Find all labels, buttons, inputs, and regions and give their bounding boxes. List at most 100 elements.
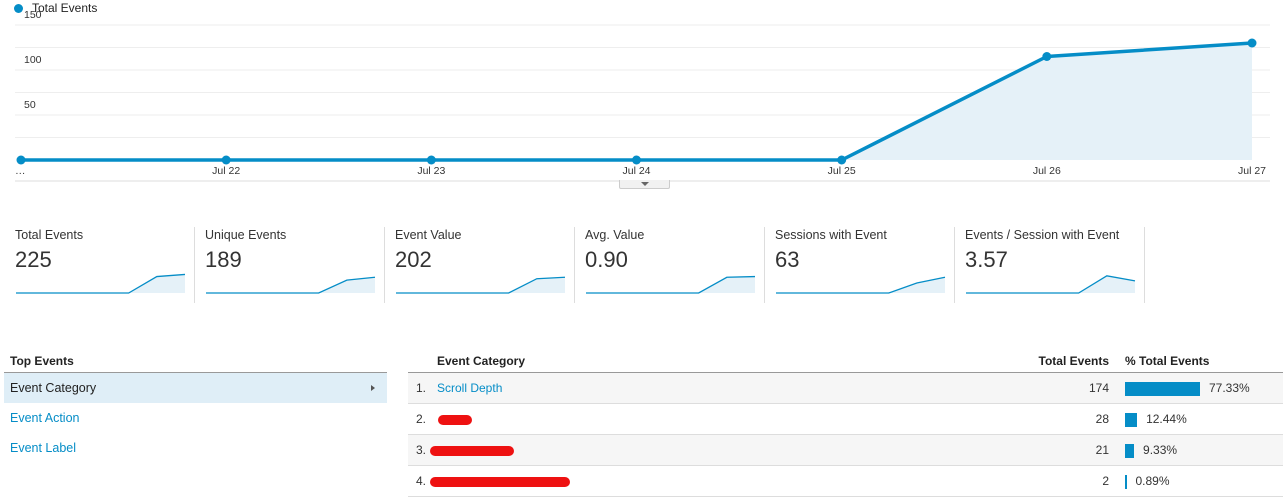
metric-card[interactable]: Avg. Value 0.90 [575,227,765,303]
sparkline-area [16,274,185,293]
sparkline [966,275,1136,294]
metric-label: Unique Events [205,228,287,242]
metric-value: 202 [395,247,432,272]
y-tick-label: 50 [24,99,36,111]
metric-divider [384,227,385,303]
top-events-item[interactable]: Event Label [4,433,387,463]
data-point[interactable] [837,155,847,165]
sparkline [586,275,756,294]
x-tick-label: Jul 23 [417,165,445,177]
metric-card[interactable]: Events / Session with Event 3.57 [955,227,1145,303]
sparkline-line [966,275,1136,294]
metric-value: 189 [205,247,242,272]
top-events-item-label: Event Label [10,441,77,455]
table-row: 3. 21 9.33% [408,435,1283,466]
metric-label: Sessions with Event [775,228,887,242]
total-events-value: 28 [1095,412,1109,426]
chart-legend: Total Events [14,1,97,15]
data-point[interactable] [426,155,436,165]
metric-label: Event Value [395,228,462,242]
legend-label: Total Events [32,1,98,15]
pct-value: 9.33% [1143,443,1178,457]
data-point[interactable] [632,155,641,165]
sparkline-area [396,277,565,293]
redaction-mark [438,415,472,425]
y-tick-label: 100 [24,54,42,66]
redaction-mark [430,446,514,456]
metric-label: Total Events [15,228,84,242]
x-tick-label: Jul 25 [828,165,856,177]
pct-bar [1125,475,1127,489]
total-events-value: 21 [1095,443,1109,457]
top-events-item[interactable]: Event Action [4,403,387,433]
metric-divider [194,227,195,303]
table-row: 1. Scroll Depth 174 77.33% [408,373,1283,404]
sparkline-area [206,277,375,293]
x-tick-label: Jul 27 [1238,165,1266,177]
metric-value: 3.57 [965,247,1008,272]
pct-bar [1125,444,1135,458]
sparkline [16,273,186,294]
sparkline-line [16,273,186,294]
sparkline-area [966,275,1135,293]
sparkline-line [206,276,376,294]
x-tick-label: Jul 26 [1033,165,1061,177]
top-events-item[interactable]: Event Category [4,373,387,403]
y-tick-label: 150 [24,9,42,21]
chevron-down-icon [641,182,649,186]
metrics-row: Total Events 225 Unique Events 189 Event Val… [5,227,1145,303]
metric-card[interactable]: Event Value 202 [385,227,575,303]
table-row: 2. 28 12.44% [408,404,1283,435]
x-tick-label: … [15,165,26,177]
redaction-mark [430,477,570,487]
pct-bar [1125,413,1138,427]
sparkline-area [586,276,755,293]
metric-divider [954,227,955,303]
data-point[interactable] [1042,52,1052,61]
data-point[interactable] [16,155,26,165]
pct-value: 12.44% [1146,412,1187,426]
event-category-link[interactable]: Scroll Depth [437,381,503,395]
top-events-header: Top Events [4,351,387,373]
metric-divider [574,227,575,303]
chart-collapse-toggle[interactable] [619,180,670,189]
metric-divider [764,227,765,303]
row-index: 4. [416,474,427,488]
row-index: 1. [416,381,427,395]
sparkline-line [776,276,946,294]
col-event-category[interactable]: Event Category [437,354,526,368]
metric-card[interactable]: Unique Events 189 [195,227,385,303]
total-events-value: 2 [1102,474,1109,488]
events-table: Event Category Total Events % Total Even… [408,351,1283,497]
sparkline [396,276,566,294]
total-events-value: 174 [1088,381,1109,395]
top-events-item-label: Event Action [10,411,80,425]
legend-dot [14,3,23,13]
metric-card[interactable]: Total Events 225 [5,227,195,303]
sparkline-area [776,277,945,293]
row-index: 3. [416,443,427,457]
sparkline [776,276,946,294]
col-total-events[interactable]: Total Events [1038,354,1109,368]
series-area [21,43,1252,160]
top-events-panel: Top Events Event Category Event Action Eve… [4,351,387,463]
metric-divider [1144,227,1145,303]
metric-label: Avg. Value [585,228,645,242]
x-tick-label: Jul 22 [212,165,240,177]
metric-label: Events / Session with Event [965,228,1120,242]
metric-card[interactable]: Sessions with Event 63 [765,227,955,303]
data-point[interactable] [221,155,231,165]
table-row: 4. 2 0.89% [408,466,1283,497]
col-pct-total-events[interactable]: % Total Events [1125,354,1210,368]
metric-value: 225 [15,247,52,272]
x-tick-label: Jul 24 [622,165,650,177]
pct-bar [1125,382,1200,396]
data-point[interactable] [1247,38,1257,48]
sparkline-line [396,276,566,294]
chevron-right-icon [371,385,375,391]
table-header: Event Category Total Events % Total Even… [408,351,1283,373]
pct-value: 0.89% [1135,474,1170,488]
metric-value: 63 [775,247,800,272]
pct-value: 77.33% [1209,381,1250,395]
sparkline-line [586,275,756,294]
